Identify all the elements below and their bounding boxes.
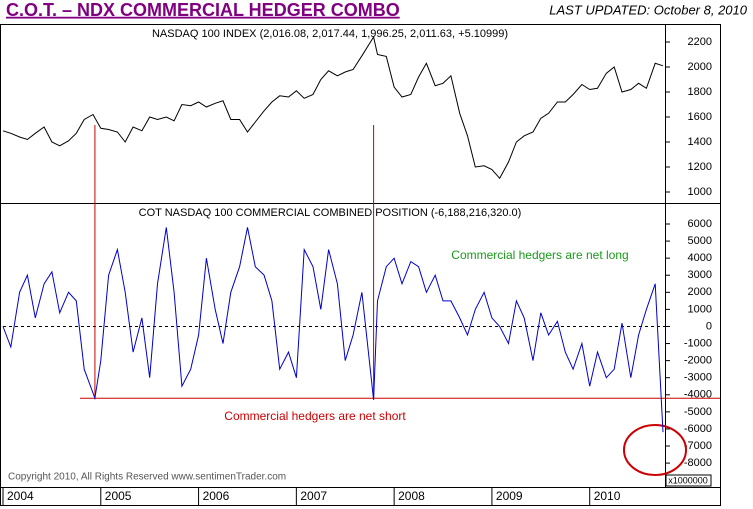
x-tick-label: 2009 xyxy=(496,489,523,503)
x-tick-label: 2007 xyxy=(300,489,327,503)
x-tick-label: 2004 xyxy=(7,489,34,503)
series-line xyxy=(2,35,664,180)
y-tick-label: 3000 xyxy=(688,269,712,281)
y-tick-label: -6000 xyxy=(684,423,712,435)
x-tick-label: 2010 xyxy=(594,489,621,503)
y-tick-label: 1400 xyxy=(688,136,712,148)
y-tick-label: -3000 xyxy=(684,372,712,384)
y-tick-label: -5000 xyxy=(684,406,712,418)
y-tick-label: 1200 xyxy=(688,161,712,173)
y-tick-label: 1800 xyxy=(688,86,712,98)
x-tick-label: 2005 xyxy=(105,489,132,503)
y-multiplier: x1000000 xyxy=(668,475,708,485)
y-tick-label: -4000 xyxy=(684,389,712,401)
panel-title: COT NASDAQ 100 COMMERCIAL COMBINED POSIT… xyxy=(139,207,522,219)
y-tick-label: 2000 xyxy=(688,286,712,298)
multiplier-box xyxy=(665,474,712,487)
y-tick-label: -1000 xyxy=(684,337,712,349)
y-tick-label: 0 xyxy=(706,320,712,332)
y-tick-label: 1000 xyxy=(688,303,712,315)
y-tick-label: 4000 xyxy=(688,252,712,264)
y-tick-label: -7000 xyxy=(684,440,712,452)
panel-title: NASDAQ 100 INDEX (2,016.08, 2,017.44, 1,… xyxy=(152,28,508,40)
series-line xyxy=(2,227,664,433)
page-title: C.O.T. – NDX COMMERCIAL HEDGER COMBO xyxy=(6,0,400,20)
y-tick-label: 1000 xyxy=(688,186,712,198)
x-tick-label: 2006 xyxy=(203,489,230,503)
annotation: Commercial hedgers are net short xyxy=(224,409,406,423)
copyright: Copyright 2010, All Rights Reserved www.… xyxy=(8,472,286,483)
annotation: Commercial hedgers are net long xyxy=(451,248,628,262)
y-tick-label: 6000 xyxy=(688,218,712,230)
y-tick-label: 2200 xyxy=(688,36,712,48)
frame xyxy=(0,24,721,506)
highlight-circle xyxy=(623,424,687,476)
y-tick-label: 5000 xyxy=(688,235,712,247)
y-tick-label: 2000 xyxy=(688,61,712,73)
x-tick-label: 2008 xyxy=(398,489,425,503)
y-tick-label: -2000 xyxy=(684,355,712,367)
last-updated: LAST UPDATED: October 8, 2010 xyxy=(549,2,747,17)
y-tick-label: -8000 xyxy=(684,457,712,469)
y-tick-label: 1600 xyxy=(688,111,712,123)
